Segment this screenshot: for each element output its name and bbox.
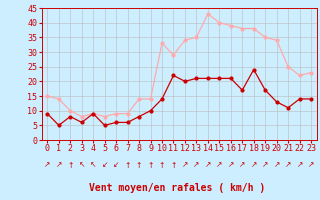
Text: Vent moyen/en rafales ( km/h ): Vent moyen/en rafales ( km/h )	[90, 183, 266, 193]
Text: ↑: ↑	[67, 160, 74, 170]
Text: ↗: ↗	[262, 160, 268, 170]
Text: ↙: ↙	[101, 160, 108, 170]
Text: ↙: ↙	[113, 160, 119, 170]
Text: ↑: ↑	[124, 160, 131, 170]
Text: ↗: ↗	[193, 160, 200, 170]
Text: ↗: ↗	[228, 160, 234, 170]
Text: ↗: ↗	[296, 160, 303, 170]
Text: ↑: ↑	[170, 160, 177, 170]
Text: ↗: ↗	[239, 160, 245, 170]
Text: ↖: ↖	[90, 160, 96, 170]
Text: ↑: ↑	[159, 160, 165, 170]
Text: ↗: ↗	[216, 160, 222, 170]
Text: ↖: ↖	[78, 160, 85, 170]
Text: ↗: ↗	[44, 160, 51, 170]
Text: ↗: ↗	[285, 160, 291, 170]
Text: ↗: ↗	[251, 160, 257, 170]
Text: ↗: ↗	[205, 160, 211, 170]
Text: ↗: ↗	[56, 160, 62, 170]
Text: ↗: ↗	[274, 160, 280, 170]
Text: ↑: ↑	[136, 160, 142, 170]
Text: ↗: ↗	[308, 160, 314, 170]
Text: ↑: ↑	[147, 160, 154, 170]
Text: ↗: ↗	[182, 160, 188, 170]
